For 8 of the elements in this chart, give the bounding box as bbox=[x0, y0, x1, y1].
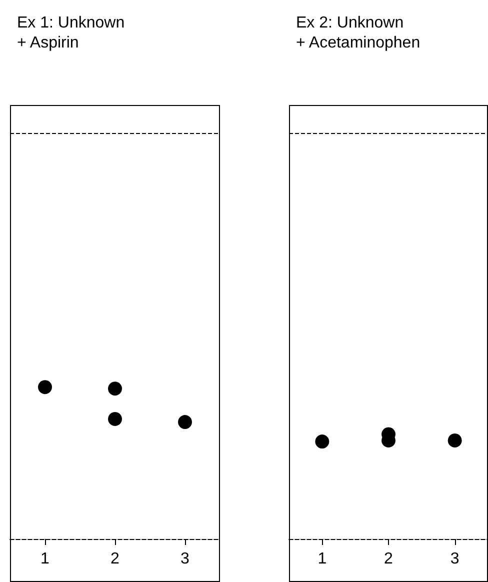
x-tick-label: 3 bbox=[180, 550, 190, 568]
x-tick-label: 1 bbox=[40, 550, 50, 568]
chart-title: Ex 2: Unknown + Acetaminophen bbox=[296, 14, 420, 52]
x-tick-label: 3 bbox=[450, 550, 460, 568]
x-tick-label: 2 bbox=[110, 550, 120, 568]
x-tick-label: 1 bbox=[318, 550, 327, 568]
chart-title: Ex 1: Unknown + Aspirin bbox=[17, 14, 125, 52]
x-tick-label: 2 bbox=[384, 550, 394, 568]
